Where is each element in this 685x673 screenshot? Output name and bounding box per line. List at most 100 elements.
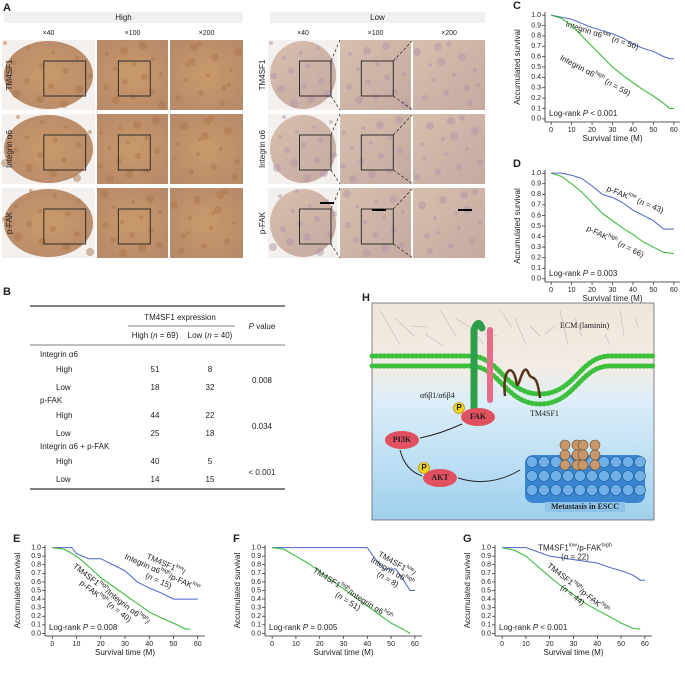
- texture: [221, 85, 227, 91]
- x-tick-label: 50: [387, 641, 395, 648]
- y-tick-label: 0.6: [31, 579, 41, 586]
- texture: [132, 62, 136, 66]
- epithelial-cell: [562, 484, 574, 496]
- texture: [427, 248, 433, 254]
- texture: [431, 78, 435, 82]
- texture: [86, 248, 94, 256]
- zoom-box: [360, 60, 394, 97]
- texture: [447, 117, 455, 125]
- texture: [376, 121, 384, 129]
- texture: [88, 130, 92, 134]
- magnification: ×40: [43, 30, 55, 37]
- texture: [118, 126, 122, 130]
- ecm-fiber: [409, 325, 429, 328]
- survival-curve: [272, 547, 411, 634]
- y-tick-label: 0.0: [251, 630, 261, 637]
- text-segment: n: [638, 197, 646, 207]
- texture: [107, 146, 111, 150]
- row-level: High: [56, 457, 72, 466]
- y-axis-label: Accumulated survival: [513, 188, 522, 264]
- texture: [36, 95, 44, 103]
- curve-label-line: Integrin α6high (n = 59): [558, 53, 632, 98]
- texture: [64, 125, 68, 129]
- cell: 14: [151, 475, 160, 484]
- text-segment: Integrin α6: [564, 20, 603, 40]
- text-segment: /: [181, 568, 187, 577]
- texture: [201, 132, 209, 140]
- texture: [269, 41, 273, 45]
- texture: [318, 78, 324, 84]
- tm4sf1-label: TM4SF1: [530, 409, 559, 418]
- texture: [361, 126, 365, 130]
- texture: [38, 209, 42, 213]
- y-tick-label: 0.1: [31, 622, 41, 629]
- texture: [433, 216, 437, 220]
- text-segment: n: [146, 572, 154, 582]
- curve-label-line: TM4SF1high/Integrin α6high/: [71, 561, 152, 627]
- y-tick-label: 0.2: [31, 613, 41, 620]
- texture: [146, 195, 154, 203]
- texture: [180, 233, 186, 239]
- tissue-core: [4, 41, 93, 109]
- text-segment: (: [608, 34, 616, 44]
- texture: [349, 175, 357, 183]
- tumor-cell: [559, 449, 571, 461]
- texture: [196, 152, 200, 156]
- texture: [219, 147, 223, 151]
- epithelial-cell: [622, 484, 634, 496]
- texture: [373, 94, 379, 100]
- epithelial-cell: [610, 484, 622, 496]
- row-label: TM4SF1: [5, 59, 14, 90]
- panel-letter: F: [233, 533, 240, 545]
- texture: [183, 78, 187, 82]
- texture: [51, 51, 55, 55]
- x-tick-label: 50: [170, 641, 178, 648]
- texture: [48, 83, 54, 89]
- texture: [196, 41, 202, 47]
- zoom-line: [393, 243, 414, 259]
- texture: [133, 121, 141, 129]
- texture: [112, 96, 120, 104]
- magnification: ×100: [368, 30, 384, 37]
- y-tick-label: 0.4: [481, 596, 491, 603]
- texture: [49, 169, 57, 177]
- log-rank: Log-rank P = 0.005: [269, 623, 338, 632]
- texture: [327, 231, 333, 237]
- group-header-bar: [270, 12, 485, 23]
- texture: [301, 142, 307, 148]
- texture: [75, 56, 79, 60]
- ecm-fiber: [394, 317, 415, 337]
- epithelial-cell: [586, 470, 598, 482]
- texture: [25, 135, 29, 139]
- text-segment: = 0.003: [588, 269, 618, 278]
- group-name: p-FAK: [40, 396, 63, 405]
- texture: [186, 231, 190, 235]
- tissue-core: [270, 115, 336, 183]
- texture: [63, 68, 69, 74]
- texture: [25, 164, 33, 172]
- texture: [297, 221, 303, 227]
- texture: [139, 42, 147, 50]
- text-segment: Low (: [188, 331, 208, 340]
- x-axis-label: Survival time (M): [313, 648, 373, 657]
- texture: [389, 195, 397, 203]
- texture: [158, 210, 162, 214]
- texture: [50, 226, 56, 232]
- x-tick-label: 60: [641, 641, 649, 648]
- text-segment: n: [561, 585, 570, 595]
- text-segment: high: [98, 592, 110, 603]
- text-segment: Log-rank: [269, 623, 303, 632]
- texture: [138, 244, 146, 252]
- texture: [74, 231, 80, 237]
- texture: [119, 249, 127, 257]
- texture: [229, 68, 233, 72]
- text-segment: = 0.005: [308, 623, 338, 632]
- texture: [342, 131, 346, 135]
- texture: [234, 48, 242, 56]
- y-tick-label: 0.7: [531, 202, 541, 209]
- texture: [105, 52, 109, 56]
- x-tick-label: 0: [549, 287, 553, 294]
- texture: [273, 164, 281, 172]
- zoom-box: [360, 134, 394, 171]
